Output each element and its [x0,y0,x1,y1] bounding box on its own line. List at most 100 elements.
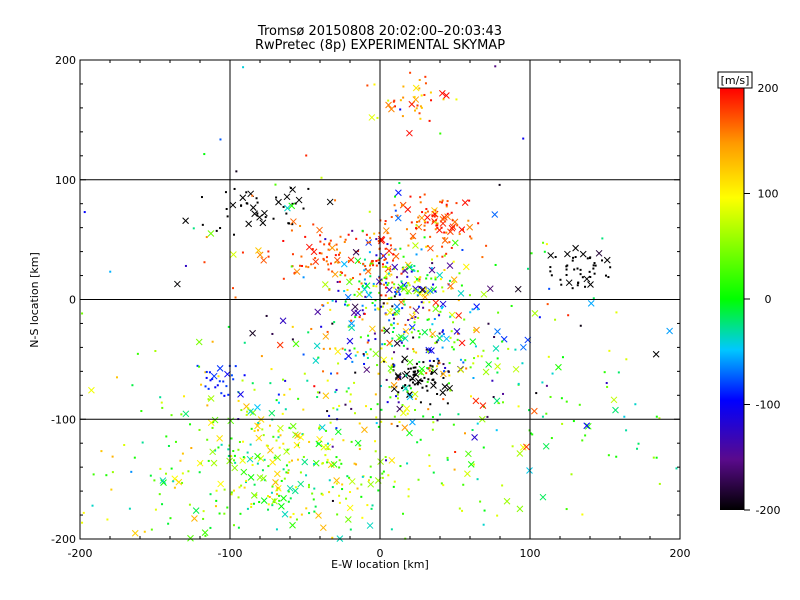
colorbar-tick-label: -200 [756,504,781,517]
scatter-point [448,362,451,365]
scatter-point [424,75,427,78]
scatter-point [167,444,170,447]
scatter-point [472,376,475,379]
scatter-point [570,473,573,476]
scatter-point [412,350,415,353]
scatter-point [384,286,387,289]
scatter-point [462,483,465,486]
scatter-point [368,241,371,244]
scatter-point [223,394,226,397]
scatter-point [277,486,280,489]
scatter-point [445,252,448,255]
scatter-point [258,501,261,504]
scatter-point [482,523,485,526]
scatter-point [367,334,370,337]
scatter-point [288,426,291,429]
scatter-point [246,507,249,510]
scatter-point [401,307,404,310]
scatter-point [237,448,240,451]
scatter-point [437,359,440,362]
scatter-point [407,488,410,491]
scatter-point [427,350,430,353]
scatter-point [361,304,364,307]
scatter-point-cross [231,464,239,472]
scatter-point [425,372,428,375]
scatter-point [529,432,532,435]
scatter-point-cross [278,502,285,510]
scatter-point-cross [210,372,218,380]
scatter-point [305,474,308,477]
scatter-point [81,312,84,315]
scatter-point [225,208,228,211]
scatter-point [487,322,490,325]
scatter-point [434,228,437,231]
scatter-point [257,421,260,424]
scatter-point [288,388,291,391]
scatter-point [442,333,445,336]
scatter-point [526,267,529,270]
scatter-point [329,239,332,242]
scatter-point [471,428,474,431]
scatter-point [399,376,402,379]
scatter-point [339,251,342,254]
scatter-point [441,245,444,248]
scatter-point [420,94,423,97]
scatter-point [355,463,358,466]
scatter-point-cross [175,478,183,486]
scatter-point [396,393,399,396]
scatter-point [338,466,341,469]
scatter-point-cross [441,237,449,244]
scatter-point [482,349,485,352]
scatter-point [282,239,285,242]
scatter-point [415,227,418,230]
scatter-point [143,530,146,533]
scatter-point [216,384,219,387]
scatter-point [407,244,410,247]
scatter-point [434,290,437,293]
scatter-point [328,288,331,291]
scatter-point [261,469,264,472]
scatter-point [140,410,143,413]
scatter-point [361,318,364,321]
scatter-point [384,223,387,226]
scatter-point [334,300,337,303]
scatter-point-cross [418,286,426,294]
scatter-point [337,362,340,365]
scatter-point [443,268,446,271]
scatter-point-cross [397,283,405,291]
scatter-point [358,280,361,283]
scatter-point [449,315,452,318]
scatter-point-cross [351,303,359,311]
scatter-point [331,299,334,302]
scatter-point [380,420,383,423]
scatter-point-cross [224,370,231,378]
scatter-point [335,243,338,246]
scatter-point [395,395,398,398]
scatter-point [383,343,386,346]
scatter-point-cross [174,280,181,288]
scatter-point [369,264,372,267]
scatter-point [250,457,253,460]
scatter-point [381,476,384,479]
scatter-point [395,313,398,316]
scatter-point [517,382,520,385]
scatter-point [433,215,436,218]
scatter-point [368,210,371,213]
scatter-point [426,389,429,392]
scatter-point-cross [315,440,323,448]
scatter-point [217,446,220,449]
scatter-point [207,459,210,462]
scatter-point [474,345,477,348]
scatter-point [223,488,226,491]
scatter-point [431,369,434,372]
scatter-point [339,235,342,238]
scatter-point [383,360,386,363]
scatter-point [393,480,396,483]
scatter-point [389,267,392,270]
scatter-point [469,235,472,238]
scatter-point [405,228,408,231]
scatter-point [434,278,437,281]
scatter-point-cross [326,198,334,206]
scatter-point-cross [372,350,380,358]
scatter-point [369,348,372,351]
